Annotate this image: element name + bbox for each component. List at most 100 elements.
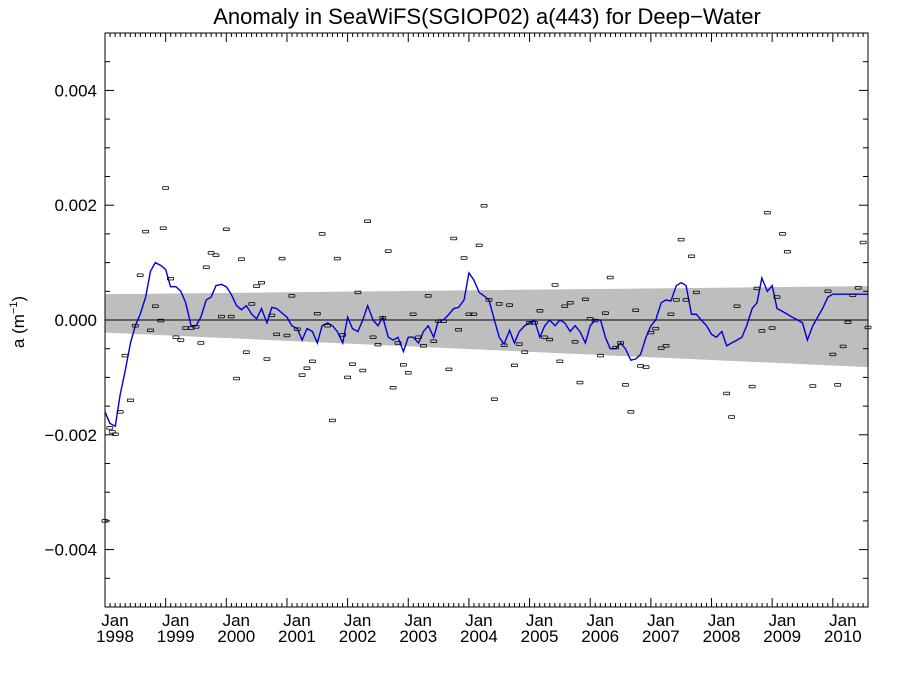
data-point (642, 365, 650, 369)
x-tick-year-label: 2000 (217, 627, 255, 646)
data-point (157, 318, 165, 323)
data-point (682, 298, 690, 302)
data-point (677, 237, 685, 242)
data-point (748, 384, 756, 389)
data-point (556, 359, 564, 364)
data-point (409, 312, 417, 316)
data-point (313, 311, 321, 316)
data-point (728, 415, 735, 419)
data-point (329, 418, 336, 423)
data-point (248, 302, 256, 306)
x-ticks-layer: Jan1998Jan1999Jan2000Jan2001Jan2002Jan20… (96, 33, 864, 646)
data-point (576, 380, 584, 385)
x-tick-year-label: 2009 (763, 627, 801, 646)
data-point (116, 410, 124, 414)
data-point (212, 253, 220, 257)
data-point (506, 303, 513, 307)
data-point (192, 325, 200, 329)
data-point (415, 335, 422, 339)
data-point (763, 210, 771, 215)
data-point (303, 366, 311, 370)
data-point (753, 286, 761, 291)
data-point (218, 314, 225, 319)
data-point (142, 229, 150, 234)
x-tick-year-label: 1998 (96, 627, 134, 646)
smoothed-series-line (104, 261, 868, 428)
y-tick-label: −0.002 (45, 426, 97, 445)
data-point (692, 290, 700, 295)
x-tick-year-label: 1999 (157, 627, 195, 646)
data-point (106, 426, 114, 430)
data-point (612, 345, 620, 350)
data-point (127, 398, 134, 403)
data-point (470, 312, 478, 316)
x-tick-year-label: 2010 (824, 627, 862, 646)
data-point (273, 332, 281, 337)
data-point (536, 309, 544, 313)
data-point (400, 363, 407, 367)
data-point (394, 341, 402, 345)
x-tick-month-label: Jan (829, 611, 856, 630)
data-point (369, 335, 377, 339)
x-tick-month-label: Jan (708, 611, 735, 630)
data-point (586, 317, 594, 321)
data-point (227, 314, 235, 319)
data-point (430, 339, 438, 343)
data-point (647, 330, 655, 335)
data-point (253, 284, 261, 288)
y-axis-label-exponent: −1 (8, 302, 20, 315)
data-point (662, 344, 670, 348)
x-tick-year-label: 2001 (278, 627, 316, 646)
data-point (445, 367, 453, 372)
data-point (202, 265, 210, 269)
y-axis-label-close: ) (9, 296, 28, 302)
data-point (374, 342, 382, 347)
data-point (571, 340, 579, 344)
data-point (324, 324, 331, 328)
data-point (779, 232, 786, 236)
data-point (222, 227, 230, 232)
data-point (364, 219, 372, 223)
x-tick-month-label: Jan (344, 611, 371, 630)
x-tick-month-label: Jan (223, 611, 250, 630)
data-point (298, 373, 306, 377)
x-tick-month-label: Jan (283, 611, 310, 630)
data-point (632, 308, 640, 312)
data-point (551, 283, 559, 287)
x-tick-year-label: 2004 (460, 627, 498, 646)
x-tick-year-label: 2008 (703, 627, 741, 646)
x-tick-month-label: Jan (587, 611, 614, 630)
y-tick-label: 0.004 (54, 81, 97, 100)
data-point (404, 371, 412, 375)
data-point (359, 368, 367, 373)
data-point (420, 344, 427, 348)
x-tick-year-label: 2005 (521, 627, 559, 646)
confidence-band-layer (105, 286, 868, 368)
data-point (617, 341, 624, 345)
data-point (389, 386, 397, 390)
data-point (440, 319, 447, 323)
y-tick-label: 0.002 (54, 196, 97, 215)
data-point (460, 256, 468, 260)
y-tick-label: 0.000 (54, 311, 97, 330)
data-point (309, 359, 316, 364)
smoothed-line-layer (104, 261, 868, 428)
data-point (333, 256, 341, 261)
y-axis-label-text: a (m (9, 314, 28, 348)
x-tick-year-label: 2003 (399, 627, 437, 646)
data-point (601, 311, 609, 315)
data-point (500, 343, 508, 347)
x-tick-month-label: Jan (465, 611, 492, 630)
data-point (829, 352, 837, 357)
data-point (546, 337, 553, 342)
data-point (485, 298, 493, 302)
data-point (606, 275, 614, 280)
data-point (242, 350, 250, 354)
data-point (844, 320, 852, 324)
data-point (339, 333, 347, 337)
x-tick-year-label: 2007 (642, 627, 680, 646)
chart-title: Anomaly in SeaWiFS(SGIOP02) a(443) for D… (213, 4, 761, 29)
data-point (490, 397, 498, 401)
data-point (510, 363, 518, 368)
data-point (809, 384, 817, 388)
